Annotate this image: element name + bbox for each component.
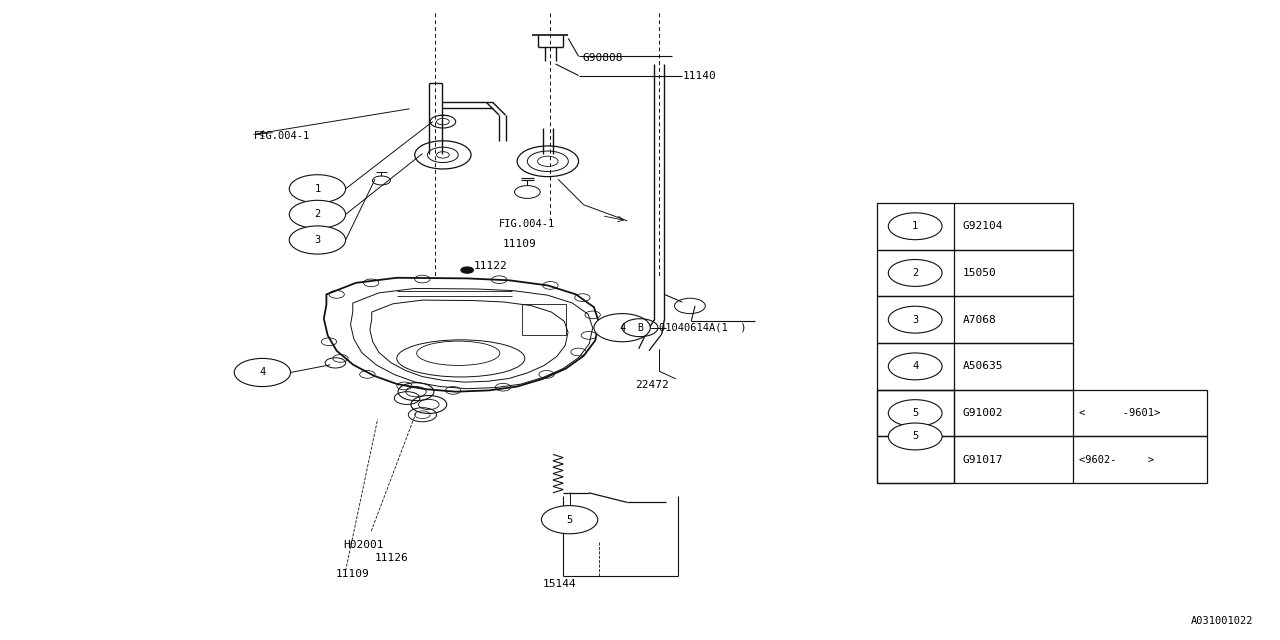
Text: G91002: G91002	[963, 408, 1004, 418]
Circle shape	[888, 212, 942, 239]
Circle shape	[289, 200, 346, 228]
Bar	[877, 203, 1073, 250]
Text: FIG.004-1: FIG.004-1	[499, 219, 556, 229]
Text: 01040614A(1  ): 01040614A(1 )	[659, 323, 746, 333]
Circle shape	[888, 423, 942, 450]
Text: 1: 1	[315, 184, 320, 194]
Text: 5: 5	[913, 408, 918, 418]
Text: 22472: 22472	[635, 380, 668, 390]
Text: 4: 4	[620, 323, 625, 333]
Text: 3: 3	[913, 315, 918, 324]
Text: 2: 2	[315, 209, 320, 220]
Bar	[877, 343, 1073, 390]
Text: 11109: 11109	[335, 569, 369, 579]
Text: 11122: 11122	[474, 261, 507, 271]
Text: A031001022: A031001022	[1190, 616, 1253, 626]
Circle shape	[888, 260, 942, 287]
Text: <9602-     >: <9602- >	[1079, 455, 1155, 465]
Text: 11109: 11109	[503, 239, 536, 250]
Text: 3: 3	[315, 235, 320, 245]
Text: H02001: H02001	[343, 540, 384, 550]
Text: 15050: 15050	[963, 268, 996, 278]
Text: A50635: A50635	[963, 362, 1004, 371]
Text: <      -9601>: < -9601>	[1079, 408, 1160, 418]
Text: 2: 2	[913, 268, 918, 278]
Circle shape	[594, 314, 650, 342]
Text: B: B	[637, 323, 643, 333]
Bar	[877, 436, 1207, 483]
Text: 15144: 15144	[543, 579, 576, 589]
Bar	[877, 390, 1207, 436]
Bar	[877, 296, 1073, 343]
Circle shape	[541, 506, 598, 534]
Circle shape	[289, 175, 346, 203]
Circle shape	[888, 399, 942, 426]
Text: A7068: A7068	[963, 315, 996, 324]
Text: G91017: G91017	[963, 455, 1004, 465]
Circle shape	[888, 353, 942, 380]
Circle shape	[515, 186, 540, 198]
Text: 5: 5	[567, 515, 572, 525]
Text: 4: 4	[260, 367, 265, 378]
Text: 11140: 11140	[682, 70, 716, 81]
Text: 5: 5	[913, 431, 918, 442]
Circle shape	[234, 358, 291, 387]
Text: 1: 1	[913, 221, 918, 231]
Circle shape	[461, 267, 474, 273]
Text: FIG.004-1: FIG.004-1	[253, 131, 310, 141]
Text: G90808: G90808	[582, 52, 623, 63]
Circle shape	[289, 226, 346, 254]
Circle shape	[888, 307, 942, 333]
Text: 4: 4	[913, 362, 918, 371]
Bar	[877, 250, 1073, 296]
Text: 11126: 11126	[375, 553, 408, 563]
Text: G92104: G92104	[963, 221, 1004, 231]
